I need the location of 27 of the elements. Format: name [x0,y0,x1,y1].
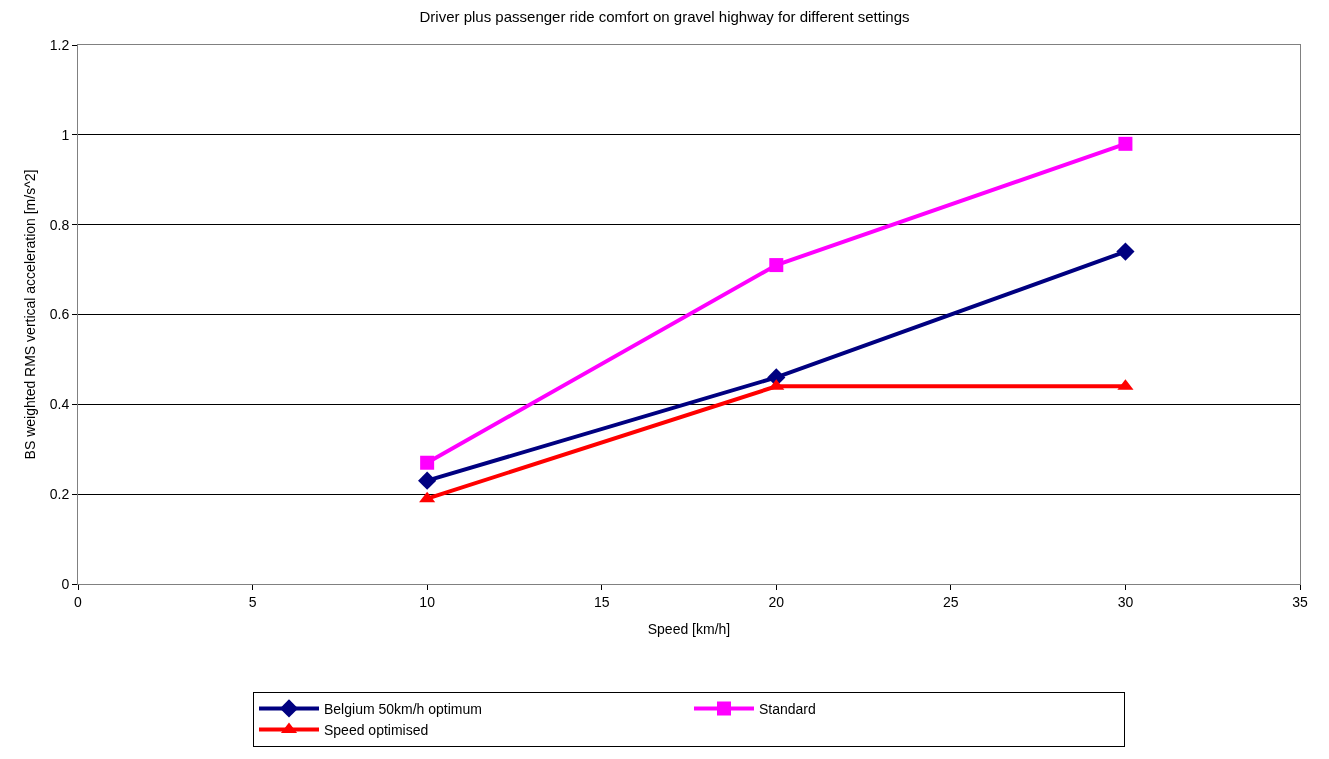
point [420,455,435,470]
legend-label: Standard [759,700,816,717]
y-axis-title: BS weighted RMS vertical acceleration [m/s^2] [22,169,39,460]
x-tick-label: 20 [768,593,785,610]
x-tick-label: 25 [943,593,959,610]
legend-label: Belgium 50km/h optimum [324,700,482,717]
x-tick-label: 35 [1292,593,1308,610]
y-tick-label: 0.4 [49,396,70,413]
legend-label: Speed optimised [324,722,429,739]
x-tick-label: 30 [1117,593,1134,610]
x-tick-label: 0 [74,593,83,610]
y-tick-label: 1 [61,126,70,143]
point [419,491,436,503]
y-tick-label: 0.2 [49,486,70,503]
point [1116,242,1135,261]
x-axis-title: Speed [km/h] [647,621,731,638]
point [418,471,437,490]
y-tick-label: 0.6 [49,306,70,323]
y-tick-label: 0 [61,575,70,592]
y-tick-label: 0.8 [49,216,70,233]
x-tick-label: 15 [593,593,610,610]
x-tick-label: 5 [248,593,257,610]
point [769,258,784,273]
y-tick-label: 1.2 [49,36,70,53]
chart-title: Driver plus passenger ride comfort on gravel highway for different settings [419,7,910,25]
x-tick-label: 10 [419,593,436,610]
point [1118,136,1133,151]
